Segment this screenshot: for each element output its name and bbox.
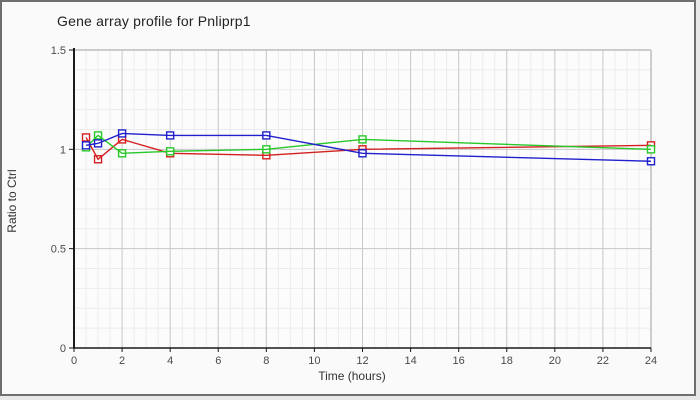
y-tick-label: 1.5 [51, 45, 66, 57]
series-green-line [85, 134, 652, 155]
x-axis-title: Time (hours) [318, 369, 386, 383]
y-axis-title: Ratio to Ctrl [5, 169, 19, 233]
x-tick-label: 2 [119, 355, 125, 367]
y-tick-label: 0.5 [51, 244, 66, 256]
x-tick-label: 24 [645, 355, 657, 367]
y-tick-label: 0 [60, 343, 66, 355]
x-tick-label: 0 [71, 355, 77, 367]
x-tick-label: 6 [215, 355, 221, 367]
y-tick-label: 1 [60, 144, 66, 156]
x-tick-label: 18 [501, 355, 513, 367]
x-tick-label: 8 [263, 355, 269, 367]
x-tick-label: 12 [356, 355, 368, 367]
x-tick-label: 14 [404, 355, 416, 367]
x-tick-label: 16 [453, 355, 465, 367]
x-tick-label: 20 [549, 355, 561, 367]
x-tick-label: 4 [167, 355, 173, 367]
series-blue-line [85, 132, 652, 162]
x-tick-label: 22 [597, 355, 609, 367]
x-tick-label: 10 [308, 355, 320, 367]
chart-title: Gene array profile for Pnliprp1 [57, 13, 251, 29]
